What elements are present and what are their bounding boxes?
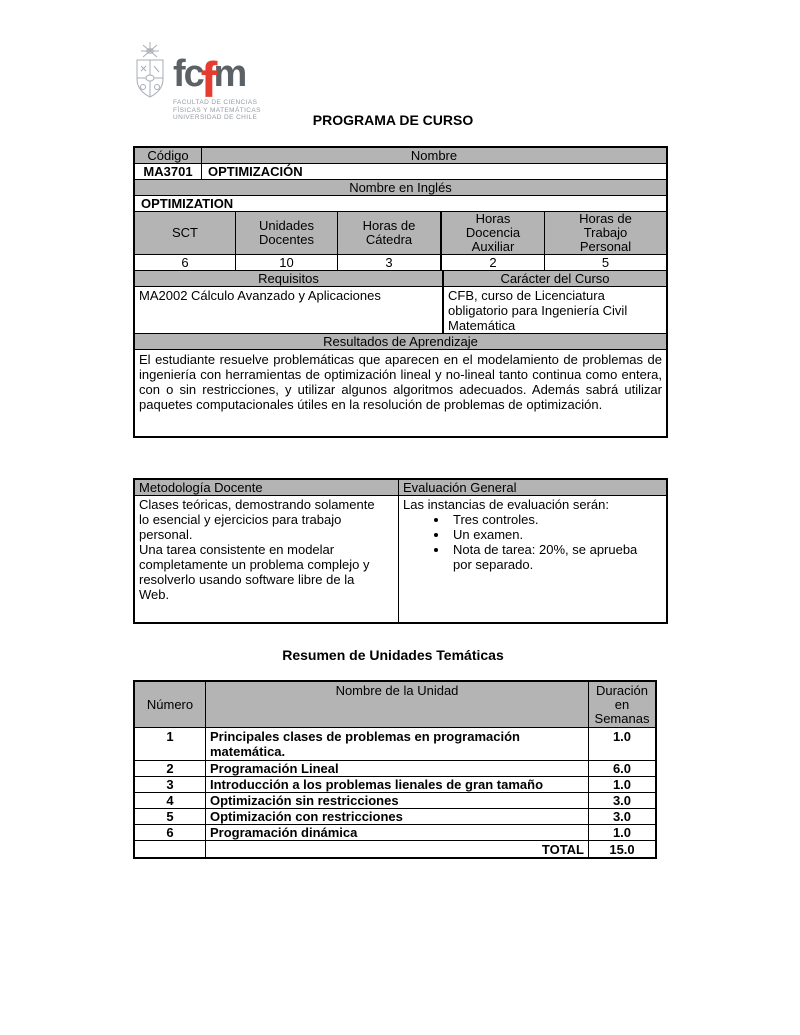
- unit-row: 2 Programación Lineal 6.0: [135, 761, 655, 777]
- evaluacion-content: Las instancias de evaluación serán: Tres…: [399, 496, 666, 622]
- logo-caption-line: FÍSICAS Y MATEMÁTICAS: [173, 106, 261, 114]
- unit-number: 2: [135, 761, 206, 776]
- wordmark-red-f: f: [200, 52, 218, 108]
- nombre-ingles-value: OPTIMIZATION: [141, 196, 234, 211]
- table-row: MA2002 Cálculo Avanzado y Aplicaciones C…: [135, 287, 666, 334]
- numero-header: Número: [135, 682, 206, 727]
- requisitos-value: MA2002 Cálculo Avanzado y Aplicaciones: [135, 287, 444, 333]
- table-row: Metodología Docente Evaluación General: [135, 480, 666, 496]
- horas-catedra-header: Horas de Cátedra: [338, 212, 442, 254]
- total-value: 15.0: [609, 841, 635, 857]
- unit-number: 1: [135, 728, 206, 760]
- evaluacion-bullet: Un examen.: [449, 527, 654, 542]
- codigo-header: Código: [135, 148, 202, 163]
- logo-caption: FACULTAD DE CIENCIAS FÍSICAS Y MATEMÁTIC…: [173, 99, 261, 122]
- unit-row: 5 Optimización con restricciones 3.0: [135, 809, 655, 825]
- evaluacion-bullet: Tres controles.: [449, 512, 654, 527]
- requisitos-header: Requisitos: [135, 271, 444, 286]
- table-row: 6 10 3 2 5: [135, 255, 666, 271]
- unit-name: Optimización sin restricciones: [206, 793, 589, 808]
- caracter-value: CFB, curso de Licenciatura obligatorio p…: [448, 288, 628, 333]
- unit-number: 4: [135, 793, 206, 808]
- unit-name: Introducción a los problemas lienales de…: [206, 777, 589, 792]
- university-shield-icon: [136, 42, 164, 98]
- table-row: Resultados de Aprendizaje: [135, 334, 666, 350]
- nombre-value: OPTIMIZACIÓN: [208, 164, 303, 179]
- logo-text-block: fc f m FACULTAD DE CIENCIAS FÍSICAS Y MATE…: [173, 41, 261, 122]
- unit-row: 4 Optimización sin restricciones 3.0: [135, 793, 655, 809]
- metodologia-content: Clases teóricas, demostrando solamente l…: [135, 496, 399, 622]
- table-row: Requisitos Carácter del Curso: [135, 271, 666, 287]
- unit-row: 1 Principales clases de problemas en pro…: [135, 728, 655, 761]
- total-row: TOTAL 15.0: [135, 841, 655, 857]
- table-row: Clases teóricas, demostrando solamente l…: [135, 496, 666, 622]
- nombre-header: Nombre: [202, 148, 666, 163]
- page-title: PROGRAMA DE CURSO: [312, 112, 474, 128]
- unidades-docentes-value: 10: [236, 255, 338, 270]
- unit-number: 3: [135, 777, 206, 792]
- duracion-header: Duración en Semanas: [589, 682, 655, 727]
- resultados-text: El estudiante resuelve problemáticas que…: [139, 352, 662, 412]
- evaluacion-header: Evaluación General: [399, 480, 666, 495]
- table-row: Número Nombre de la Unidad Duración en S…: [135, 682, 655, 728]
- unit-row: 3 Introducción a los problemas lienales …: [135, 777, 655, 793]
- unit-duration: 6.0: [612, 761, 632, 776]
- fcfm-logo: fc f m FACULTAD DE CIENCIAS FÍSICAS Y MATE…: [131, 41, 261, 122]
- course-info-table: Código Nombre MA3701 OPTIMIZACIÓN Nombre…: [133, 146, 668, 438]
- evaluacion-intro: Las instancias de evaluación serán:: [403, 497, 609, 512]
- unit-duration: 3.0: [612, 793, 632, 808]
- unit-name: Programación Lineal: [206, 761, 589, 776]
- horas-docencia-header: Horas Docencia Auxiliar: [442, 212, 545, 254]
- sct-value: 6: [135, 255, 236, 270]
- unit-duration: 3.0: [612, 809, 632, 824]
- unit-row: 6 Programación dinámica 1.0: [135, 825, 655, 841]
- nombre-unidad-header: Nombre de la Unidad: [206, 682, 589, 727]
- methodology-table: Metodología Docente Evaluación General C…: [133, 478, 668, 624]
- metodologia-header: Metodología Docente: [135, 480, 399, 495]
- horas-trabajo-value: 5: [601, 255, 610, 270]
- nombre-ingles-header: Nombre en Inglés: [135, 180, 666, 195]
- table-row: MA3701 OPTIMIZACIÓN: [135, 164, 666, 180]
- unit-number: 5: [135, 809, 206, 824]
- table-row: SCT Unidades Docentes Horas de Cátedra H…: [135, 212, 666, 255]
- unit-duration: 1.0: [612, 825, 632, 840]
- evaluacion-bullet: Nota de tarea: 20%, se aprueba por separ…: [449, 542, 654, 572]
- fcfm-wordmark: fc f m: [173, 53, 261, 105]
- table-row: El estudiante resuelve problemáticas que…: [135, 350, 666, 436]
- unit-name: Principales clases de problemas en progr…: [206, 728, 589, 760]
- units-table: Número Nombre de la Unidad Duración en S…: [133, 680, 657, 859]
- horas-trabajo-header: Horas de Trabajo Personal: [545, 212, 666, 254]
- unit-name: Optimización con restricciones: [206, 809, 589, 824]
- unit-duration: 1.0: [612, 777, 632, 792]
- metodologia-paragraph: Clases teóricas, demostrando solamente l…: [139, 497, 375, 542]
- unit-duration: 1.0: [612, 729, 632, 744]
- horas-docencia-value: 2: [442, 255, 545, 270]
- unit-number: 6: [135, 825, 206, 840]
- wordmark-part1: fc: [173, 53, 205, 95]
- units-section-heading: Resumen de Unidades Temáticas: [282, 647, 504, 663]
- logo-caption-line: FACULTAD DE CIENCIAS: [173, 99, 258, 106]
- table-row: Código Nombre: [135, 148, 666, 164]
- metodologia-paragraph: Una tarea consistente en modelar complet…: [139, 542, 370, 602]
- total-empty-cell: [135, 841, 206, 857]
- horas-catedra-value: 3: [338, 255, 442, 270]
- resultados-header: Resultados de Aprendizaje: [135, 334, 666, 349]
- wordmark-part2: m: [213, 53, 247, 95]
- codigo-value: MA3701: [135, 164, 202, 179]
- table-row: Nombre en Inglés: [135, 180, 666, 196]
- unidades-docentes-header: Unidades Docentes: [236, 212, 338, 254]
- sct-header: SCT: [135, 212, 236, 254]
- evaluacion-bullet-list: Tres controles. Un examen. Nota de tarea…: [403, 512, 662, 572]
- unit-name: Programación dinámica: [206, 825, 589, 840]
- logo-caption-line: UNIVERSIDAD DE CHILE: [173, 114, 258, 121]
- caracter-header: Carácter del Curso: [444, 271, 666, 286]
- table-row: OPTIMIZATION: [135, 196, 666, 212]
- total-label: TOTAL: [206, 841, 589, 857]
